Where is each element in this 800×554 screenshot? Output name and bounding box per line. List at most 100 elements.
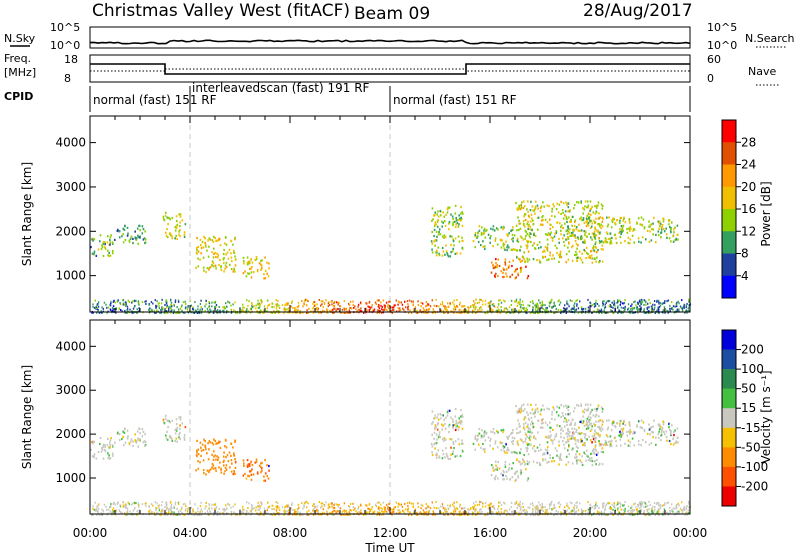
velocity-cell <box>619 430 621 433</box>
power-ground-cell <box>337 308 339 311</box>
power-cell <box>612 218 615 221</box>
power-ground-cell <box>393 306 395 309</box>
velocity-cell <box>520 409 523 412</box>
velocity-ground-cell <box>120 511 122 514</box>
power-ground-cell <box>459 303 461 306</box>
power-ground-cell <box>468 306 470 309</box>
velocity-cell <box>441 423 443 426</box>
power-cell <box>444 220 446 223</box>
velocity-cell <box>138 427 141 430</box>
velocity-cell <box>556 449 558 452</box>
velocity-ground-cell <box>608 502 611 505</box>
velocity-cell <box>534 411 536 414</box>
power-cell <box>551 207 553 210</box>
power-ground-cell <box>598 304 600 307</box>
velocity-ground-cell <box>595 501 597 504</box>
velocity-cell <box>430 442 433 446</box>
velocity-cell <box>511 440 513 443</box>
power-cell <box>567 225 569 228</box>
power-cell <box>503 268 505 271</box>
velocity-ground-cell <box>148 505 150 508</box>
power-cell <box>574 234 576 237</box>
velocity-cell <box>567 461 570 464</box>
power-ground-cell <box>669 307 671 310</box>
velocity-cell <box>549 426 551 429</box>
power-ground-cell <box>275 303 277 306</box>
velocity-cell <box>579 420 582 424</box>
power-ground-cell <box>453 303 455 306</box>
velocity-cell <box>431 451 433 454</box>
power-ground-cell <box>493 305 495 307</box>
velocity-cell <box>457 438 460 441</box>
velocity-cell <box>171 419 174 422</box>
velocity-cell <box>529 423 532 426</box>
velocity-cell <box>175 427 178 431</box>
power-ground-cell <box>181 309 183 312</box>
power-ground-cell <box>560 312 562 314</box>
power-cell <box>529 228 531 231</box>
velocity-cell <box>167 426 169 429</box>
velocity-cell <box>555 411 558 414</box>
velocity-cell <box>136 430 139 433</box>
velocity-cell <box>619 422 621 425</box>
velocity-cell <box>528 426 530 429</box>
power-ground-cell <box>385 308 388 311</box>
velocity-ground-cell <box>558 505 561 508</box>
velocity-cell <box>107 452 109 455</box>
power-cell <box>482 245 484 248</box>
power-ground-cell <box>537 309 539 312</box>
power-ground-cell <box>182 301 185 304</box>
power-ground-cell <box>158 307 160 310</box>
power-cell <box>508 264 510 267</box>
velocity-ground-cell <box>349 502 352 505</box>
velocity-cell <box>549 430 552 433</box>
power-cell <box>520 245 522 248</box>
velocity-cell <box>510 432 512 435</box>
power-cell <box>546 258 548 262</box>
velocity-cell <box>454 440 457 443</box>
velocity-cell <box>454 415 457 418</box>
power-ground-cell <box>154 311 156 314</box>
power-cell <box>589 236 592 239</box>
power-cell <box>521 201 523 204</box>
velocity-cell <box>203 472 205 475</box>
velocity-ground-cell <box>595 504 597 507</box>
power-ground-cell <box>535 303 537 306</box>
power-cell <box>566 203 568 206</box>
power-ground-cell <box>239 311 241 314</box>
velocity-cell <box>627 439 630 442</box>
power-cell <box>109 238 111 242</box>
velocity-cell <box>571 427 573 430</box>
power-ground-cell <box>198 311 200 314</box>
power-cell <box>525 265 527 268</box>
velocity-cell <box>144 441 147 444</box>
power-cell <box>505 272 507 275</box>
velocity-ground-cell <box>156 502 158 505</box>
velocity-cell <box>601 443 603 446</box>
power-ground-cell <box>295 308 297 311</box>
power-cell <box>234 264 237 267</box>
power-cell <box>519 204 522 207</box>
power-cell <box>128 239 131 242</box>
power-ground-cell <box>508 306 511 309</box>
velocity-cell <box>544 458 547 461</box>
power-ground-cell <box>553 312 555 314</box>
power-ground-cell <box>490 309 492 312</box>
power-cell <box>662 217 664 220</box>
power-cell <box>101 245 104 249</box>
power-ground-cell <box>165 310 168 312</box>
velocity-cell <box>197 467 200 470</box>
power-cell <box>512 237 514 240</box>
power-cell <box>568 231 571 234</box>
power-ground-cell <box>453 307 455 310</box>
velocity-cell <box>436 452 438 455</box>
power-ground-cell <box>581 308 583 310</box>
velocity-ground-cell <box>117 501 119 504</box>
velocity-cell <box>604 443 607 446</box>
velocity-ground-cell <box>428 510 431 513</box>
power-cell <box>532 223 535 226</box>
power-cell <box>575 257 578 260</box>
velocity-ground-cell <box>287 509 290 512</box>
power-cell <box>575 236 577 239</box>
velocity-cell <box>564 425 566 428</box>
